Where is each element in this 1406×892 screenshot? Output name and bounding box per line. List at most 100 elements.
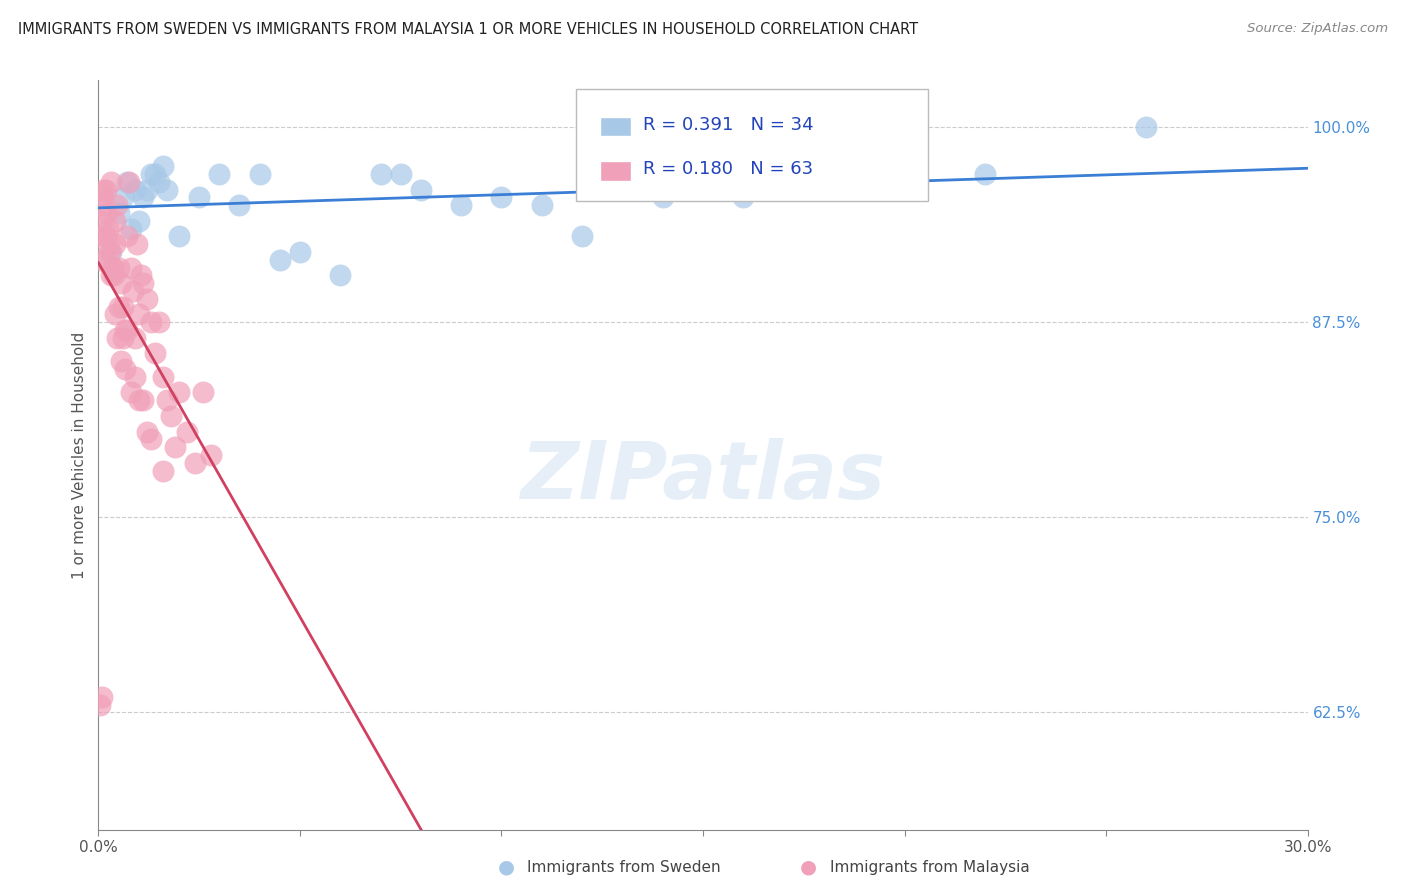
Point xyxy=(93,229,115,244)
Point xyxy=(101,260,124,275)
Point xyxy=(115,175,138,189)
Text: ZIPatlas: ZIPatlas xyxy=(520,438,886,516)
Point xyxy=(96,252,118,267)
Point xyxy=(121,284,143,298)
Point xyxy=(101,260,124,275)
Point xyxy=(200,448,222,462)
Point xyxy=(90,213,112,227)
Point xyxy=(974,167,997,181)
Point xyxy=(120,221,142,235)
Point xyxy=(160,409,183,423)
Point xyxy=(132,393,155,408)
Point xyxy=(184,456,207,470)
Point xyxy=(91,182,114,196)
Point xyxy=(491,190,513,204)
Text: ●: ● xyxy=(800,857,817,877)
Point xyxy=(156,393,179,408)
Point xyxy=(148,315,170,329)
Point xyxy=(114,362,136,376)
Point xyxy=(530,198,553,212)
Point xyxy=(329,268,352,283)
Point xyxy=(103,307,125,322)
Point xyxy=(105,198,128,212)
Point xyxy=(107,260,129,275)
Point xyxy=(370,167,392,181)
Point xyxy=(111,300,134,314)
Text: ●: ● xyxy=(498,857,515,877)
Text: R = 0.180   N = 63: R = 0.180 N = 63 xyxy=(643,161,813,178)
Point xyxy=(120,260,142,275)
Point xyxy=(118,175,141,189)
Point xyxy=(571,229,593,244)
Point xyxy=(97,221,120,235)
Point xyxy=(107,300,129,314)
Point xyxy=(208,167,231,181)
Text: Immigrants from Sweden: Immigrants from Sweden xyxy=(527,860,721,874)
Point xyxy=(1135,120,1157,134)
Point xyxy=(143,167,166,181)
Point xyxy=(104,213,127,227)
Point xyxy=(124,331,146,345)
Point xyxy=(93,198,115,212)
Point xyxy=(110,354,132,368)
Point xyxy=(813,182,835,196)
Point xyxy=(124,370,146,384)
Point xyxy=(128,213,150,227)
Point xyxy=(167,385,190,400)
Point xyxy=(228,198,250,212)
Point xyxy=(651,190,673,204)
Point xyxy=(389,167,412,181)
Point xyxy=(94,229,117,244)
Point xyxy=(139,315,162,329)
Point xyxy=(176,425,198,439)
Point xyxy=(152,370,174,384)
Text: IMMIGRANTS FROM SWEDEN VS IMMIGRANTS FROM MALAYSIA 1 OR MORE VEHICLES IN HOUSEHO: IMMIGRANTS FROM SWEDEN VS IMMIGRANTS FRO… xyxy=(18,22,918,37)
Point xyxy=(163,440,186,454)
Point xyxy=(96,182,118,196)
Point xyxy=(128,393,150,408)
Point xyxy=(288,244,311,259)
Point xyxy=(132,277,155,291)
Point xyxy=(135,292,157,306)
Point xyxy=(111,190,134,204)
Point xyxy=(115,323,138,337)
Point xyxy=(249,167,271,181)
Point xyxy=(105,331,128,345)
Point xyxy=(152,159,174,173)
Point xyxy=(156,182,179,196)
Y-axis label: 1 or more Vehicles in Household: 1 or more Vehicles in Household xyxy=(72,331,87,579)
Point xyxy=(100,175,122,189)
Point xyxy=(111,331,134,345)
Point xyxy=(100,244,122,259)
Point xyxy=(152,464,174,478)
Point xyxy=(450,198,472,212)
Point xyxy=(269,252,291,267)
Point xyxy=(89,698,111,712)
Point xyxy=(139,167,162,181)
Point xyxy=(96,206,118,220)
Point xyxy=(100,268,122,283)
Point xyxy=(143,346,166,360)
Point xyxy=(91,190,114,204)
Point xyxy=(409,182,432,196)
Point xyxy=(193,385,215,400)
Point xyxy=(120,385,142,400)
Point xyxy=(124,182,146,196)
Point xyxy=(129,268,152,283)
Point xyxy=(135,425,157,439)
Point xyxy=(98,244,121,259)
Point xyxy=(188,190,211,204)
Point xyxy=(114,323,136,337)
Point xyxy=(103,268,125,283)
Point xyxy=(89,252,111,267)
Point xyxy=(139,432,162,446)
Point xyxy=(733,190,755,204)
Text: Immigrants from Malaysia: Immigrants from Malaysia xyxy=(830,860,1029,874)
Text: Source: ZipAtlas.com: Source: ZipAtlas.com xyxy=(1247,22,1388,36)
Text: R = 0.391   N = 34: R = 0.391 N = 34 xyxy=(643,116,813,134)
Point xyxy=(148,175,170,189)
Point xyxy=(167,229,190,244)
Point xyxy=(107,206,129,220)
Point xyxy=(132,190,155,204)
Point xyxy=(135,182,157,196)
